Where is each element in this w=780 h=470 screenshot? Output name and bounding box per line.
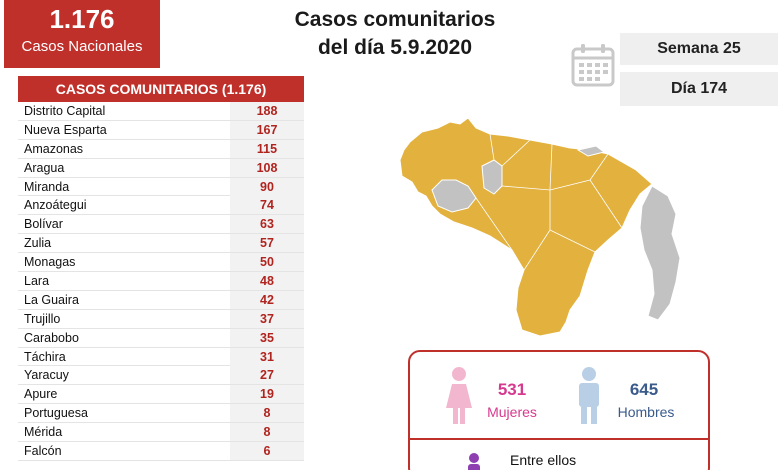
table-row: Falcón 6 (18, 442, 304, 461)
table-row: Táchira 31 (18, 347, 304, 367)
state-cases: 74 (230, 196, 304, 215)
national-cases-box: 1.176 Casos Nacionales (4, 0, 160, 68)
week-indicator: Semana 25 (620, 33, 778, 65)
state-cases: 90 (230, 177, 304, 196)
children-text: Entre ellos (510, 452, 577, 468)
table-row: Distrito Capital 188 (18, 102, 304, 121)
state-name: Falcón (24, 444, 62, 459)
national-cases-number: 1.176 (49, 4, 115, 34)
title-line-1: Casos comunitarios (294, 8, 496, 31)
women-count: 531 (497, 380, 527, 399)
state-cases: 8 (230, 423, 304, 442)
map-states-yellow (399, 117, 653, 337)
table-header: CASOS COMUNITARIOS (1.176) (18, 76, 304, 102)
women-label: Mujeres (487, 404, 537, 420)
state-name: Mérida (24, 425, 63, 440)
community-cases-table: CASOS COMUNITARIOS (1.176) Distrito Capi… (18, 76, 304, 461)
woman-icon (446, 367, 472, 424)
table-rows: Distrito Capital 188 Nueva Esparta 167 Amazo… (18, 102, 304, 461)
state-cases: 8 (230, 404, 304, 423)
table-row: Miranda 90 (18, 177, 304, 197)
state-cases: 31 (230, 347, 304, 366)
state-cases: 57 (230, 234, 304, 253)
state-name: Anzoátegui (24, 198, 87, 213)
table-row: Bolívar 63 (18, 215, 304, 235)
gender-breakdown-box: 531 Mujeres 645 Hombres Entre ellos (408, 350, 710, 470)
title-line-2: del día 5.9.2020 (317, 36, 473, 59)
child-icon (468, 453, 480, 470)
state-name: Lara (24, 274, 50, 289)
table-row: Lara 48 (18, 272, 304, 291)
table-row: Anzoátegui 74 (18, 196, 304, 216)
state-cases: 19 (230, 385, 304, 404)
calendar-icon (571, 44, 615, 87)
state-name: Táchira (24, 349, 66, 364)
table-row: Yaracuy 27 (18, 366, 304, 386)
national-cases-label: Casos Nacionales (21, 38, 143, 55)
state-name: Monagas (24, 255, 76, 270)
table-row: Trujillo 37 (18, 309, 304, 329)
state-name: Bolívar (24, 217, 63, 232)
table-row: Amazonas 115 (18, 139, 304, 159)
day-indicator: Día 174 (620, 72, 778, 106)
map-states-gray-nueva-esparta (576, 145, 606, 157)
state-cases: 6 (230, 442, 304, 461)
table-row: Nueva Esparta 167 (18, 120, 304, 140)
state-name: Portuguesa (24, 406, 88, 421)
table-row: Portuguesa 8 (18, 404, 304, 424)
state-name: Trujillo (24, 311, 61, 326)
table-row: Apure 19 (18, 385, 304, 405)
men-label: Hombres (617, 404, 675, 420)
state-name: La Guaira (24, 292, 79, 307)
state-cases: 48 (230, 272, 304, 291)
state-cases: 63 (230, 215, 304, 234)
state-cases: 37 (230, 309, 304, 328)
state-cases: 167 (230, 120, 304, 139)
state-cases: 188 (230, 102, 304, 120)
state-name: Zulia (24, 236, 52, 251)
state-cases: 108 (230, 158, 304, 177)
table-row: Zulia 57 (18, 234, 304, 254)
table-row: Aragua 108 (18, 158, 304, 178)
state-name: Apure (24, 387, 58, 402)
table-row: La Guaira 42 (18, 290, 304, 310)
divider (410, 438, 708, 440)
state-cases: 35 (230, 328, 304, 347)
state-name: Amazonas (24, 141, 84, 156)
state-name: Aragua (24, 160, 65, 175)
state-cases: 50 (230, 253, 304, 272)
men-count: 645 (629, 380, 659, 399)
state-name: Miranda (24, 179, 70, 194)
table-row: Monagas 50 (18, 253, 304, 273)
page-title: Casos comunitarios del día 5.9.2020 (250, 6, 540, 62)
map-states-gray-delta (639, 185, 681, 321)
state-name: Yaracuy (24, 368, 69, 383)
table-row: Mérida 8 (18, 423, 304, 443)
state-cases: 115 (230, 139, 304, 158)
venezuela-map (399, 117, 681, 337)
man-icon (579, 367, 599, 424)
table-row: Carabobo 35 (18, 328, 304, 348)
state-cases: 42 (230, 290, 304, 309)
state-cases: 27 (230, 366, 304, 385)
state-name: Distrito Capital (24, 104, 106, 118)
state-name: Nueva Esparta (24, 122, 107, 137)
state-name: Carabobo (24, 330, 79, 345)
map-states-gray-falcon (481, 159, 503, 195)
